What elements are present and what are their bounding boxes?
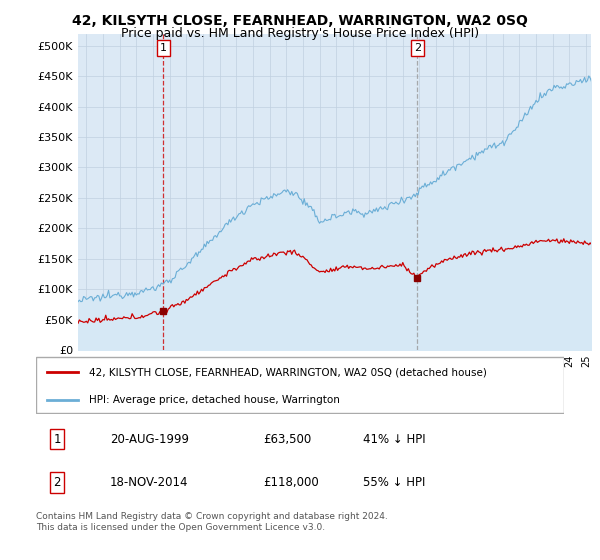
Text: 2: 2 [53, 476, 61, 489]
Text: 1: 1 [160, 43, 167, 53]
Text: 2: 2 [414, 43, 421, 53]
Text: 41% ↓ HPI: 41% ↓ HPI [364, 432, 426, 446]
Text: 18-NOV-2014: 18-NOV-2014 [110, 476, 188, 489]
FancyBboxPatch shape [36, 357, 564, 413]
Text: 1: 1 [53, 432, 61, 446]
Text: £63,500: £63,500 [263, 432, 311, 446]
Text: £118,000: £118,000 [263, 476, 319, 489]
Text: Price paid vs. HM Land Registry's House Price Index (HPI): Price paid vs. HM Land Registry's House … [121, 27, 479, 40]
Text: 20-AUG-1999: 20-AUG-1999 [110, 432, 189, 446]
Text: Contains HM Land Registry data © Crown copyright and database right 2024.
This d: Contains HM Land Registry data © Crown c… [36, 512, 388, 532]
Text: HPI: Average price, detached house, Warrington: HPI: Average price, detached house, Warr… [89, 395, 340, 405]
Text: 42, KILSYTH CLOSE, FEARNHEAD, WARRINGTON, WA2 0SQ (detached house): 42, KILSYTH CLOSE, FEARNHEAD, WARRINGTON… [89, 367, 487, 377]
Text: 42, KILSYTH CLOSE, FEARNHEAD, WARRINGTON, WA2 0SQ: 42, KILSYTH CLOSE, FEARNHEAD, WARRINGTON… [72, 14, 528, 28]
Text: 55% ↓ HPI: 55% ↓ HPI [364, 476, 426, 489]
